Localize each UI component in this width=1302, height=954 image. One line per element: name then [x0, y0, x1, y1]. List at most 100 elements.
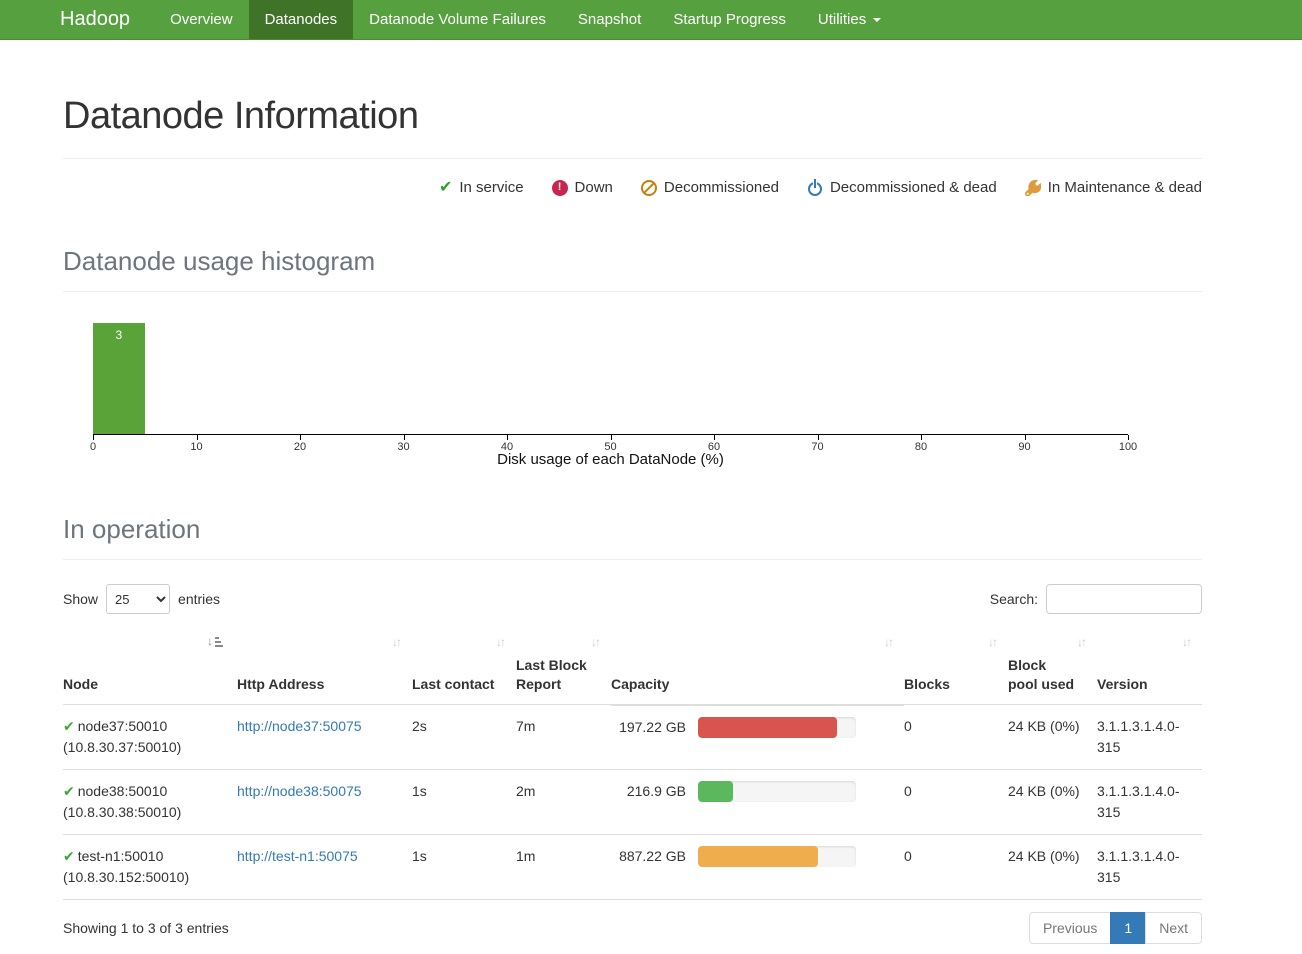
column-header-label: Blocks [904, 675, 950, 692]
table-row: ✔ test-n1:50010 (10.8.30.152:50010) http://… [63, 833, 1202, 900]
nav-item-datanodes[interactable]: Datanodes [248, 0, 354, 39]
block-pool-used-cell: 24 KB (0%) [1008, 833, 1097, 900]
last-block-report-cell: 1m [516, 833, 611, 900]
nav-item-label: Overview [170, 11, 233, 28]
http-address-cell: http://test-n1:50075 [237, 833, 412, 900]
capacity-value: 887.22 GB [619, 848, 686, 865]
table-row: ✔ node38:50010 (10.8.30.38:50010) http://no… [63, 768, 1202, 835]
search-label: Search: [989, 591, 1038, 607]
capacity-progress-bar [698, 781, 856, 803]
axis-tick [196, 435, 198, 440]
entries-summary: Showing 1 to 3 of 3 entries [63, 919, 229, 936]
nav-item-label: Datanodes [264, 11, 338, 28]
histogram-divider [63, 291, 1202, 292]
wrench-icon [1024, 179, 1041, 196]
http-address-cell: http://node37:50075 [237, 703, 412, 770]
sort-asc-icon: ↓ [207, 635, 223, 647]
check-icon: ✔ [63, 847, 75, 864]
next-page-button[interactable]: Next [1145, 911, 1202, 944]
axis-tick [507, 435, 508, 440]
top-navbar: Hadoop Overview Datanodes Datanode Volume … [0, 0, 1302, 40]
column-header-label: Block pool used [1008, 657, 1075, 692]
search-input[interactable] [1046, 584, 1202, 614]
axis-tick-label: 60 [707, 441, 721, 453]
capacity-progress-fill [698, 781, 733, 803]
last-contact-cell: 1s [412, 768, 516, 835]
decommissioned-icon [640, 179, 657, 196]
table-row: ✔ node37:50010 (10.8.30.37:50010) http://no… [63, 703, 1202, 770]
node-name: node38:50010 [77, 782, 168, 799]
sort-both-icon: ↓↑ [1182, 635, 1192, 649]
version-cell: 3.1.1.3.1.4.0-315 [1097, 833, 1202, 900]
blocks-cell: 0 [904, 768, 1008, 835]
in-operation-heading: In operation [63, 514, 201, 544]
nav-item-overview[interactable]: Overview [154, 0, 249, 39]
axis-tick-label: 50 [604, 441, 617, 453]
http-address-link[interactable]: http://test-n1:50075 [237, 847, 358, 864]
last-contact-cell: 1s [412, 833, 516, 900]
axis-tick-label: 0 [89, 441, 97, 453]
column-header-last-block-report[interactable]: Last Block Report ↓↑ [516, 630, 611, 705]
column-header-block-pool-used[interactable]: Block pool used ↓↑ [1008, 630, 1097, 705]
column-header-last-contact[interactable]: Last contact ↓↑ [412, 630, 516, 705]
node-ip: (10.8.30.37:50010) [63, 738, 182, 755]
power-icon [807, 177, 823, 196]
axis-tick [93, 435, 94, 440]
datanode-usage-histogram: 3 0 10 20 30 40 50 60 70 80 90 100 Disk usage of e… [89, 323, 1137, 468]
histogram-heading: Datanode usage histogram [63, 246, 376, 276]
legend-in-service: ✔ In service [439, 179, 524, 196]
column-header-node[interactable]: Node ↓ [63, 630, 237, 705]
legend-label: Down [574, 179, 613, 196]
block-pool-used-cell: 24 KB (0%) [1008, 703, 1097, 770]
nav-item-label: Utilities [817, 11, 867, 28]
capacity-progress-fill [698, 716, 838, 738]
nav-item-label: Datanode Volume Failures [369, 11, 546, 28]
axis-tick [1128, 435, 1129, 440]
page-size-select[interactable]: 25 [106, 584, 171, 614]
capacity-value: 216.9 GB [626, 783, 686, 800]
http-address-link[interactable]: http://node37:50075 [237, 717, 362, 734]
http-address-link[interactable]: http://node38:50075 [237, 782, 362, 799]
nav-item-datanode-volume-failures[interactable]: Datanode Volume Failures [353, 0, 562, 39]
node-ip: (10.8.30.152:50010) [63, 868, 190, 885]
column-header-version[interactable]: Version ↓↑ [1097, 630, 1202, 705]
node-cell: ✔ node38:50010 (10.8.30.38:50010) [63, 768, 237, 835]
capacity-cell: 216.9 GB [611, 769, 904, 813]
block-pool-used-cell: 24 KB (0%) [1008, 768, 1097, 835]
page-1-button[interactable]: 1 [1110, 911, 1147, 944]
axis-tick-label: 70 [811, 441, 824, 453]
sort-both-icon: ↓↑ [988, 635, 998, 649]
operation-divider [63, 559, 1202, 560]
nav-item-snapshot[interactable]: Snapshot [562, 0, 657, 39]
show-label: Show [63, 591, 99, 607]
sort-both-icon: ↓↑ [496, 635, 506, 649]
legend-label: Decommissioned [663, 179, 779, 196]
histogram-bar: 3 [93, 323, 145, 434]
last-block-report-cell: 7m [516, 703, 611, 770]
axis-tick [1024, 435, 1026, 440]
nav-item-startup-progress[interactable]: Startup Progress [657, 0, 802, 39]
check-icon: ✔ [438, 178, 453, 196]
navbar-items: Overview Datanodes Datanode Volume Failure… [154, 0, 897, 39]
previous-page-button[interactable]: Previous [1028, 911, 1112, 944]
nav-item-utilities[interactable]: Utilities [802, 0, 897, 39]
http-address-cell: http://node38:50075 [237, 768, 412, 835]
capacity-value: 197.22 GB [619, 718, 686, 735]
last-block-report-cell: 2m [516, 768, 611, 835]
capacity-progress-fill [698, 846, 819, 868]
column-header-label: Last Block Report [516, 657, 587, 692]
histogram-x-axis: 0 10 20 30 40 50 60 70 80 90 100 [89, 435, 1137, 457]
column-header-http-address[interactable]: Http Address ↓↑ [237, 630, 412, 705]
capacity-cell: 197.22 GB [611, 704, 904, 749]
column-header-label: Node [63, 675, 98, 692]
column-header-capacity[interactable]: Capacity ↓↑ [611, 630, 904, 705]
legend-label: In Maintenance & dead [1047, 179, 1202, 196]
entries-label: entries [178, 591, 221, 607]
column-header-label: Capacity [611, 675, 670, 692]
column-header-blocks[interactable]: Blocks ↓↑ [904, 630, 1008, 705]
axis-tick-label: 40 [500, 441, 514, 453]
nav-item-label: Snapshot [577, 11, 642, 28]
legend-label: Decommissioned & dead [829, 179, 997, 196]
axis-tick-label: 20 [293, 441, 307, 453]
hadoop-brand[interactable]: Hadoop [60, 8, 131, 30]
